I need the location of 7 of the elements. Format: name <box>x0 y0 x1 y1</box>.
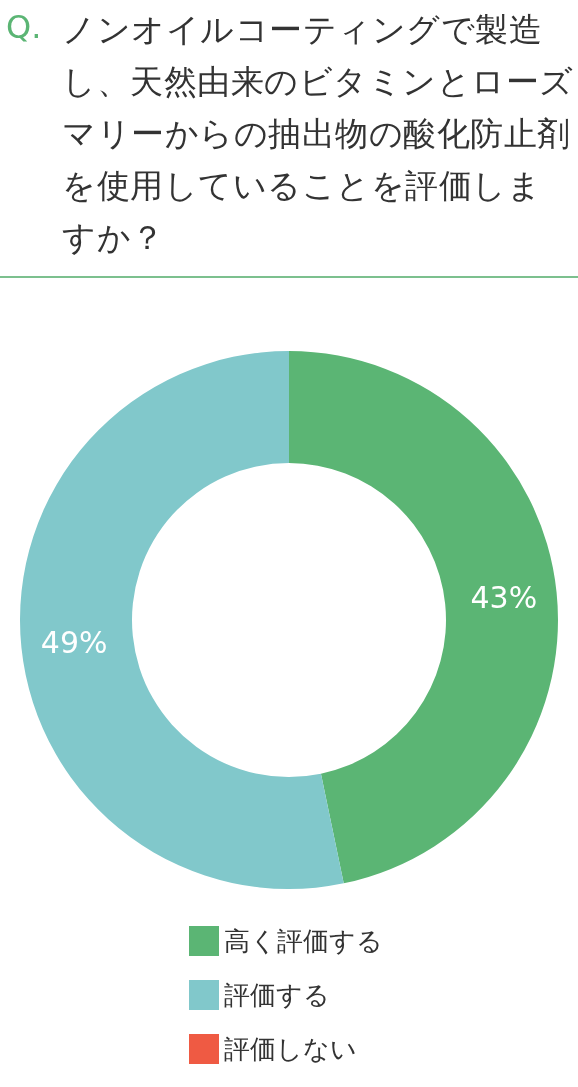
chart-title: ノンオイルコーティングで製造し、天然由来のビタミンとローズマリーからの抽出物の酸化防止剤を使用していることを評価しますか？ <box>62 9 574 259</box>
legend-label: 高く評価する <box>224 926 383 956</box>
data-label: 43% <box>470 580 538 616</box>
data-label: 49% <box>40 624 108 660</box>
legend-label: 評価する <box>224 980 330 1010</box>
text: Q. <box>6 8 42 46</box>
legend-label: 評価しない <box>224 1034 357 1064</box>
